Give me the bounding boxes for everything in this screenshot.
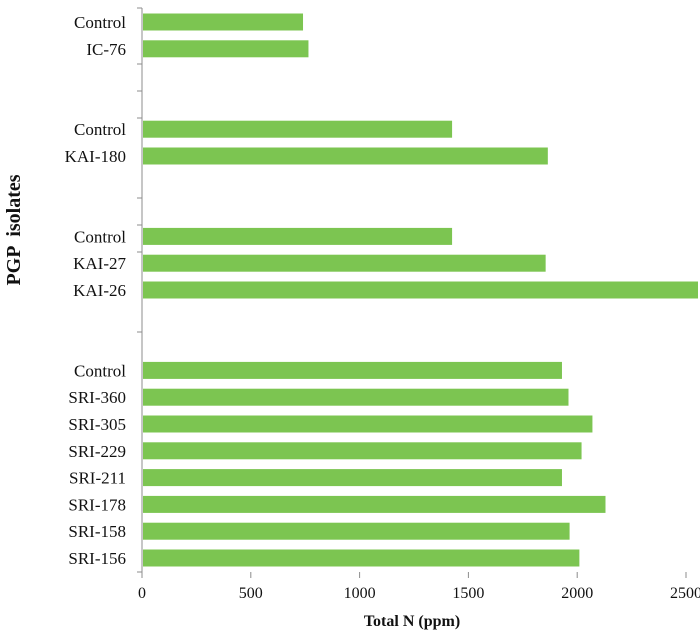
x-tick-label: 1500 bbox=[452, 585, 484, 602]
y-axis-ticks bbox=[137, 7, 142, 573]
x-axis-ticks: 0 500 1000 1500 2000 2500 bbox=[138, 572, 700, 602]
bar-3-kai-26 bbox=[143, 281, 698, 299]
bar-3-kai-27 bbox=[143, 254, 546, 272]
category-labels: Control IC-76 Control KAI-180 Control KAI-27 K… bbox=[65, 13, 127, 568]
bar-4-sri-178 bbox=[143, 495, 606, 513]
x-tick-label: 2000 bbox=[561, 585, 593, 602]
category-label: SRI-211 bbox=[69, 469, 126, 488]
category-label: Control bbox=[74, 120, 126, 139]
bar-4-control bbox=[143, 361, 562, 379]
bar-4-sri-305 bbox=[143, 415, 593, 433]
category-label: SRI-229 bbox=[68, 442, 126, 461]
bar-4-sri-229 bbox=[143, 442, 582, 460]
category-label: SRI-156 bbox=[68, 549, 126, 568]
bar-4-sri-360 bbox=[143, 388, 569, 406]
category-label: IC-76 bbox=[86, 40, 126, 59]
bar-3-control bbox=[143, 227, 453, 245]
bar-1-control bbox=[143, 13, 304, 31]
x-tick-label: 2500 bbox=[670, 585, 700, 602]
x-tick-label: 0 bbox=[138, 585, 146, 602]
y-axis-title: PGP isolates bbox=[3, 174, 25, 285]
category-label: SRI-305 bbox=[68, 415, 126, 434]
bar-4-sri-156 bbox=[143, 549, 580, 567]
bar-4-sri-158 bbox=[143, 522, 570, 540]
bar-2-control bbox=[143, 120, 453, 138]
category-label: Control bbox=[74, 13, 126, 32]
x-axis-title: Total N (ppm) bbox=[364, 613, 460, 630]
bar-2-kai-180 bbox=[143, 147, 548, 165]
x-tick-label: 500 bbox=[239, 585, 263, 602]
category-label: Control bbox=[74, 227, 126, 246]
category-label: Control bbox=[74, 361, 126, 380]
category-label: SRI-178 bbox=[68, 495, 126, 514]
category-label: SRI-158 bbox=[68, 522, 126, 541]
category-label: KAI-27 bbox=[73, 254, 126, 273]
x-tick-label: 1000 bbox=[344, 585, 376, 602]
category-label: KAI-26 bbox=[73, 281, 126, 300]
bars-layer bbox=[143, 13, 698, 567]
bar-4-sri-211 bbox=[143, 469, 562, 487]
category-label: KAI-180 bbox=[65, 147, 126, 166]
category-label: SRI-360 bbox=[68, 388, 126, 407]
bar-1-ic-76 bbox=[143, 40, 309, 58]
